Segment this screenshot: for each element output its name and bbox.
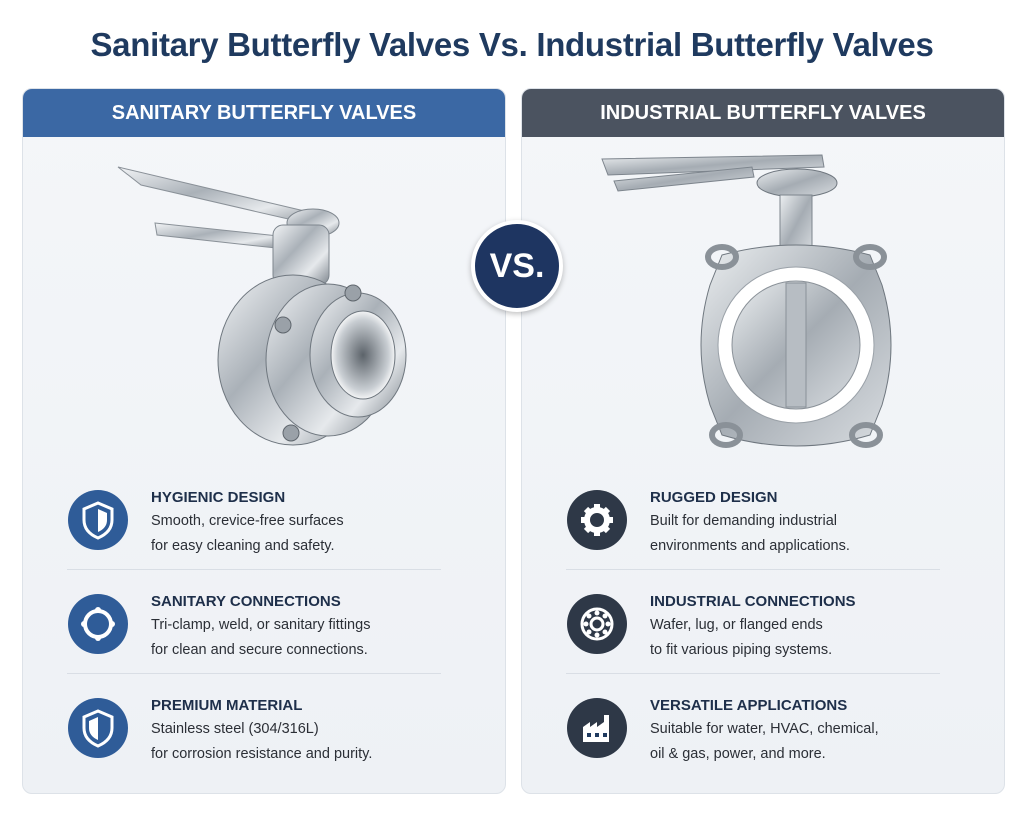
- feature-icon: [567, 594, 627, 654]
- separator: [566, 673, 940, 674]
- panel-header: SANITARY BUTTERFLY VALVES: [23, 89, 505, 137]
- feature-title: SANITARY CONNECTIONS: [151, 593, 341, 610]
- feature-title: RUGGED DESIGN: [650, 489, 778, 506]
- panel-header: INDUSTRIAL BUTTERFLY VALVES: [522, 89, 1004, 137]
- separator: [566, 569, 940, 570]
- feature: VERSATILE APPLICATIONS Suitable for water…: [566, 697, 966, 787]
- feature-text: Suitable for water, HVAC, chemical,: [650, 721, 879, 737]
- feature-icon: [567, 490, 627, 550]
- feature-title: VERSATILE APPLICATIONS: [650, 697, 848, 714]
- separator: [67, 673, 441, 674]
- industrial-valve-illustration: [601, 154, 892, 448]
- feature-title: HYGIENIC DESIGN: [151, 489, 286, 506]
- feature-text: for easy cleaning and safety.: [151, 538, 335, 554]
- feature-text: for corrosion resistance and purity.: [151, 746, 373, 762]
- sanitary-panel: SANITARY BUTTERFLY VALVES HYGIENIC DESIG…: [22, 88, 506, 794]
- page-title: Sanitary Butterfly Valves Vs. Industrial…: [90, 26, 934, 63]
- feature-text: to fit various piping systems.: [650, 642, 833, 658]
- feature-icon: [68, 698, 128, 758]
- feature-icon: [68, 594, 128, 654]
- feature: INDUSTRIAL CONNECTIONS Wafer, lug, or fla…: [566, 593, 966, 683]
- industrial-panel: INDUSTRIAL BUTTERFLY VALVES RUGGED DESIG…: [521, 88, 1005, 794]
- separator: [67, 569, 441, 570]
- feature-text: for clean and secure connections.: [151, 642, 368, 658]
- feature: HYGIENIC DESIGN Smooth, crevice-free surf…: [67, 489, 467, 579]
- feature-text: Built for demanding industrial: [650, 513, 837, 529]
- feature-text: Tri-clamp, weld, or sanitary fittings: [151, 617, 371, 633]
- sanitary-valve-illustration: [117, 166, 407, 446]
- feature: RUGGED DESIGN Built for demanding industr…: [566, 489, 966, 579]
- vs-badge: VS.: [471, 220, 563, 312]
- feature-title: PREMIUM MATERIAL: [151, 697, 303, 714]
- feature-title: INDUSTRIAL CONNECTIONS: [650, 593, 856, 610]
- feature-icon: [68, 490, 128, 550]
- feature-icon: [567, 698, 627, 758]
- feature-text: environments and applications.: [650, 538, 850, 554]
- feature-text: Smooth, crevice-free surfaces: [151, 513, 344, 529]
- feature: SANITARY CONNECTIONS Tri-clamp, weld, or …: [67, 593, 467, 683]
- feature-text: Wafer, lug, or flanged ends: [650, 617, 823, 633]
- feature-text: oil & gas, power, and more.: [650, 746, 826, 762]
- feature: PREMIUM MATERIAL Stainless steel (304/316…: [67, 697, 467, 787]
- feature-text: Stainless steel (304/316L): [151, 721, 319, 737]
